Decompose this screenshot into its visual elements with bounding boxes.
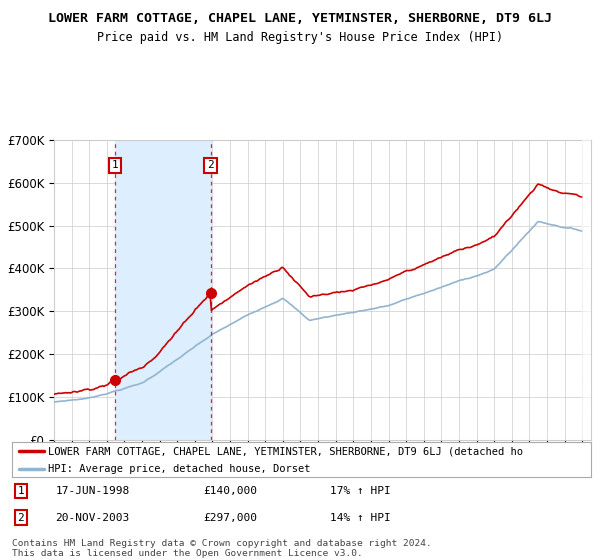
Text: LOWER FARM COTTAGE, CHAPEL LANE, YETMINSTER, SHERBORNE, DT9 6LJ: LOWER FARM COTTAGE, CHAPEL LANE, YETMINS…	[48, 12, 552, 25]
Text: Contains HM Land Registry data © Crown copyright and database right 2024.
This d: Contains HM Land Registry data © Crown c…	[12, 539, 432, 558]
Text: HPI: Average price, detached house, Dorset: HPI: Average price, detached house, Dors…	[48, 464, 310, 474]
Text: 17% ↑ HPI: 17% ↑ HPI	[331, 486, 391, 496]
Text: 2: 2	[207, 161, 214, 170]
Text: Price paid vs. HM Land Registry's House Price Index (HPI): Price paid vs. HM Land Registry's House …	[97, 31, 503, 44]
Bar	[582, 140, 591, 440]
Text: LOWER FARM COTTAGE, CHAPEL LANE, YETMINSTER, SHERBORNE, DT9 6LJ (detached ho: LOWER FARM COTTAGE, CHAPEL LANE, YETMINS…	[48, 446, 523, 456]
Text: £140,000: £140,000	[203, 486, 257, 496]
Text: 1: 1	[112, 161, 118, 170]
Bar	[115, 140, 211, 440]
Text: 17-JUN-1998: 17-JUN-1998	[55, 486, 130, 496]
Text: 20-NOV-2003: 20-NOV-2003	[55, 512, 130, 522]
Text: £297,000: £297,000	[203, 512, 257, 522]
Text: 14% ↑ HPI: 14% ↑ HPI	[331, 512, 391, 522]
Text: 1: 1	[17, 486, 24, 496]
Text: 2: 2	[17, 512, 24, 522]
